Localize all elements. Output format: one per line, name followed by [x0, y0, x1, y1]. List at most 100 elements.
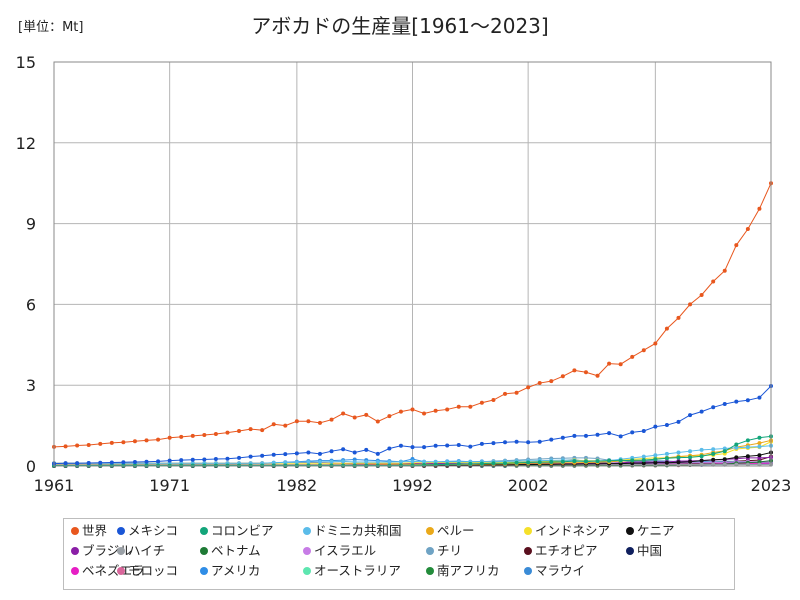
data-point [237, 463, 242, 468]
data-point [757, 444, 762, 449]
data-point [745, 226, 750, 231]
legend-item: ベネズエラ [71, 563, 145, 579]
data-point [503, 440, 508, 445]
data-point [630, 458, 635, 463]
legend-item: メキシコ [117, 523, 178, 539]
data-point [445, 407, 450, 412]
data-point [595, 459, 600, 464]
data-point [676, 455, 681, 460]
data-point [144, 438, 149, 443]
data-point [560, 459, 565, 464]
legend-item: ハイチ [117, 543, 165, 559]
data-point [329, 449, 334, 454]
data-point [734, 455, 739, 460]
data-point [456, 462, 461, 467]
data-point [132, 459, 137, 464]
data-point [329, 417, 334, 422]
data-point [676, 460, 681, 465]
legend-item: コロンビア [200, 523, 274, 539]
data-point [479, 441, 484, 446]
data-point [479, 461, 484, 466]
data-point [572, 459, 577, 464]
x-tick-label: 1971 [149, 476, 190, 495]
legend-label: エチオピア [535, 543, 598, 558]
legend-label: ハイチ [128, 543, 166, 558]
data-point [734, 442, 739, 447]
data-point [352, 415, 357, 420]
data-point [757, 441, 762, 446]
data-point [653, 453, 658, 458]
data-point [468, 444, 473, 449]
data-point [699, 292, 704, 297]
data-point [121, 440, 126, 445]
data-point [248, 427, 253, 432]
data-point [641, 428, 646, 433]
data-point [237, 455, 242, 460]
data-point [364, 447, 369, 452]
data-point [387, 446, 392, 451]
data-point [722, 449, 727, 454]
data-point [317, 420, 322, 425]
data-point [630, 430, 635, 435]
data-point [630, 354, 635, 359]
legend-label: 南アフリカ [437, 563, 500, 578]
data-point [595, 373, 600, 378]
data-point [398, 459, 403, 464]
legend-label: メキシコ [128, 523, 179, 538]
legend-item: 世界 [71, 523, 107, 539]
data-point [560, 374, 565, 379]
legend-marker [524, 566, 532, 575]
data-point [664, 326, 669, 331]
data-point [306, 463, 311, 468]
data-point [341, 463, 346, 468]
legend-item: オーストラリア [303, 563, 401, 579]
data-point [387, 463, 392, 468]
data-point [537, 460, 542, 465]
data-point [375, 419, 380, 424]
data-point [745, 398, 750, 403]
y-tick-label: 3 [26, 376, 36, 395]
legend-marker [524, 546, 532, 555]
data-point [341, 411, 346, 416]
data-point [595, 432, 600, 437]
x-axis: 1961 1971 1982 1992 2002 2013 2023 [34, 476, 792, 495]
data-point [676, 450, 681, 455]
y-tick-label: 0 [26, 457, 36, 476]
data-point [688, 459, 693, 464]
legend-label: ドミニカ共和国 [314, 523, 402, 538]
data-point [607, 431, 612, 436]
legend-item: ペルー [426, 523, 475, 539]
data-point [711, 451, 716, 456]
data-point [653, 457, 658, 462]
data-point [711, 447, 716, 452]
legend-label: インドネシア [535, 523, 611, 538]
data-point [641, 458, 646, 463]
data-point [722, 402, 727, 407]
data-point [757, 206, 762, 211]
data-point [526, 385, 531, 390]
legend-marker [303, 546, 311, 555]
x-tick-label: 1961 [34, 476, 75, 495]
data-point [398, 409, 403, 414]
x-tick-label: 2002 [508, 476, 549, 495]
data-point [306, 419, 311, 424]
data-point [398, 443, 403, 448]
legend: 世界 メキシコ コロンビア ドミニカ共和国 ペルー インドネシア ケニア ブラジル ハイチ ベトナ… [63, 518, 735, 590]
legend-marker [626, 546, 634, 555]
legend-marker [71, 566, 79, 575]
data-point [583, 370, 588, 375]
data-point [468, 461, 473, 466]
legend-marker [117, 546, 125, 555]
data-point [213, 463, 218, 468]
data-point [352, 450, 357, 455]
legend-item: ドミニカ共和国 [303, 523, 402, 539]
data-point [364, 463, 369, 468]
data-point [387, 414, 392, 419]
legend-item: インドネシア [524, 523, 610, 539]
data-point [132, 463, 137, 468]
data-point [445, 443, 450, 448]
data-point [445, 462, 450, 467]
x-tick-label: 1992 [392, 476, 433, 495]
legend-label: ベネズエラ [82, 563, 145, 578]
data-point [190, 463, 195, 468]
